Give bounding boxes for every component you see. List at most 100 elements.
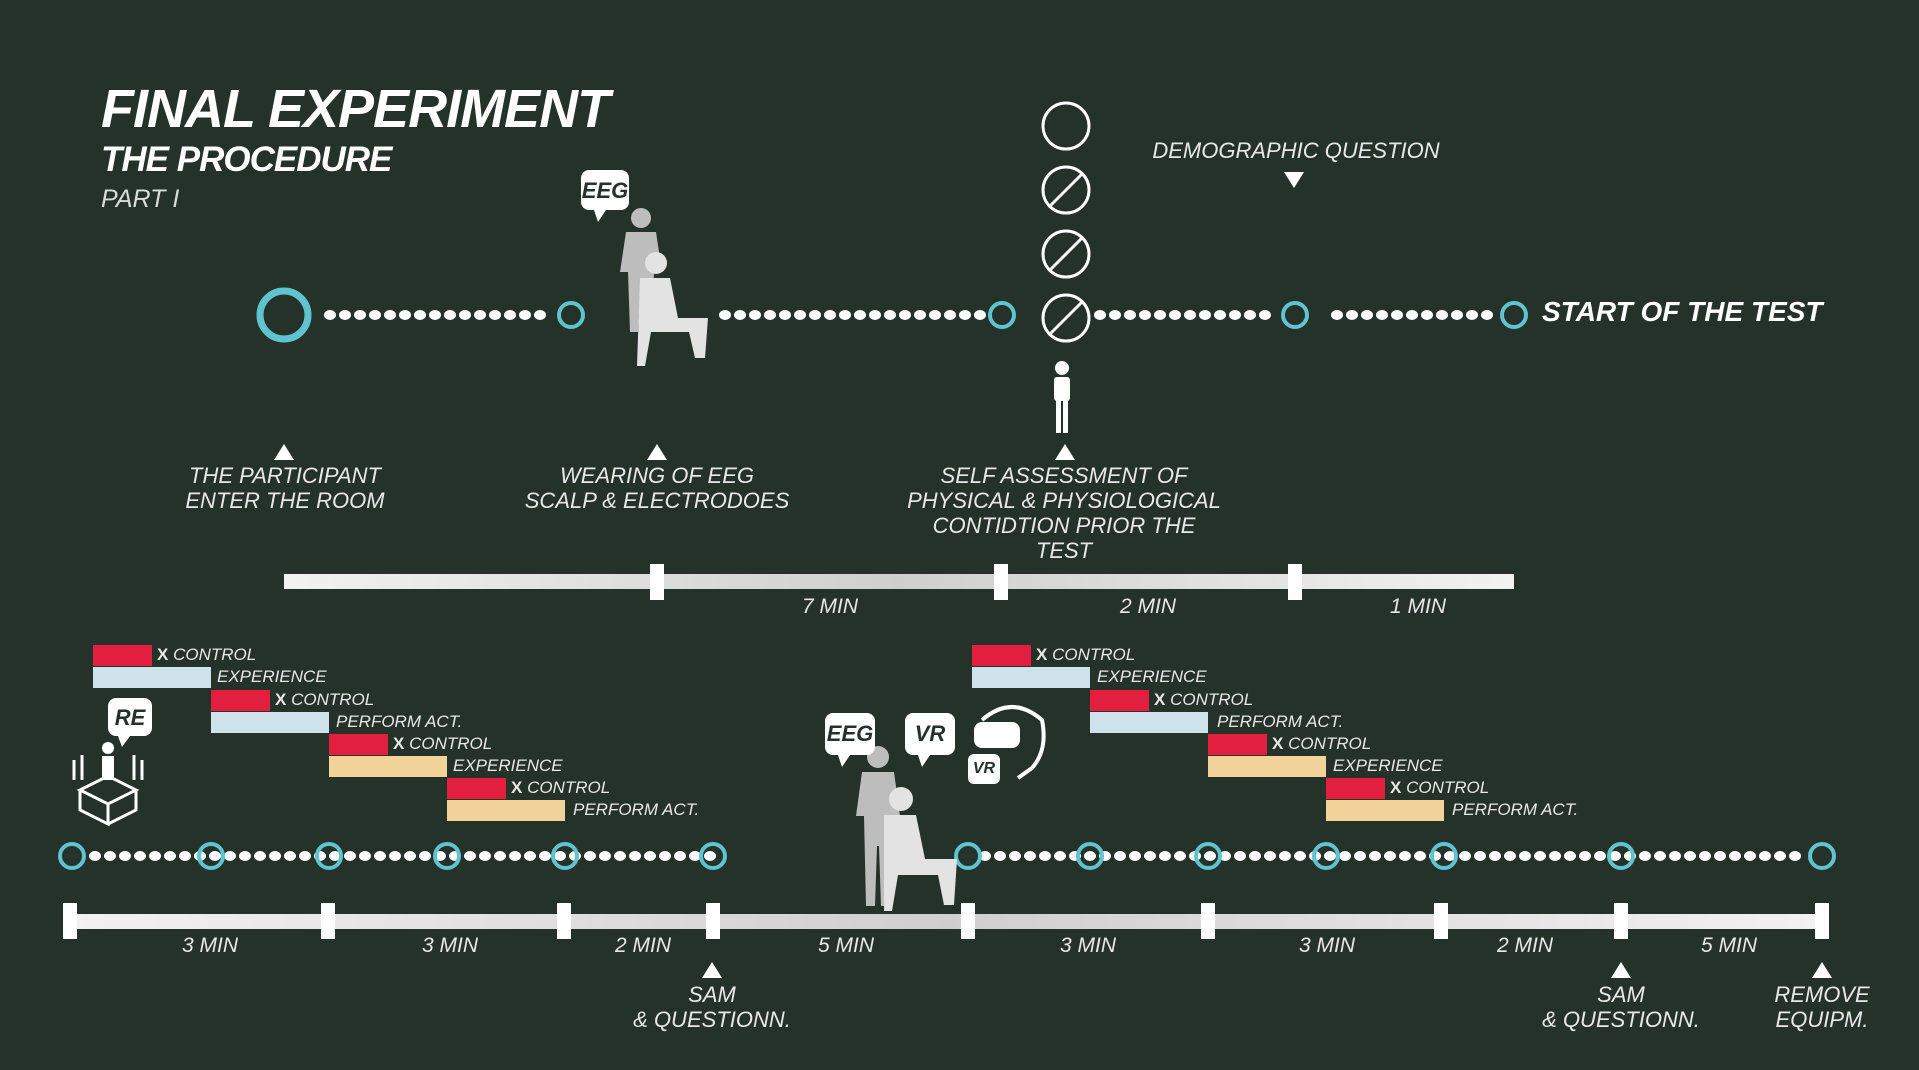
dot xyxy=(1466,310,1478,320)
dot xyxy=(1436,310,1448,320)
dot xyxy=(854,310,866,320)
dot xyxy=(1481,310,1493,320)
dot xyxy=(1729,851,1741,861)
no-alcohol-icon xyxy=(1041,293,1091,343)
bottom-timeline-nodes xyxy=(58,842,1836,870)
bar-tick xyxy=(1201,903,1215,939)
dot xyxy=(794,310,806,320)
bottom-duration-label: 2 MIN xyxy=(614,934,672,957)
dot xyxy=(1144,851,1156,861)
timeline-node xyxy=(1808,842,1836,870)
bottom-duration-label: 5 MIN xyxy=(1700,934,1758,957)
dot xyxy=(1474,851,1486,861)
eeg-vr-setup-icon xyxy=(856,746,957,911)
dot xyxy=(414,310,426,320)
bottom-duration-bar xyxy=(63,903,1829,939)
self-assessment-icons xyxy=(1041,101,1091,343)
dot xyxy=(929,310,941,320)
dot xyxy=(509,851,521,861)
timeline-node xyxy=(557,301,585,329)
dot xyxy=(1744,851,1756,861)
dot xyxy=(1376,310,1388,320)
top-markers xyxy=(274,172,1304,460)
timeline-node xyxy=(699,842,727,870)
dot xyxy=(1169,310,1181,320)
dot xyxy=(524,851,536,861)
dot xyxy=(1714,851,1726,861)
dot xyxy=(979,851,991,861)
dot xyxy=(914,310,926,320)
top-duration-label: 1 MIN xyxy=(1389,595,1447,618)
dot xyxy=(374,851,386,861)
dot xyxy=(1204,851,1216,861)
timeline-node xyxy=(197,842,225,870)
dot xyxy=(1406,310,1418,320)
dot xyxy=(1399,851,1411,861)
bar-tick xyxy=(63,903,77,939)
dot xyxy=(1124,310,1136,320)
dot xyxy=(329,851,341,861)
dot xyxy=(1109,310,1121,320)
vr-bottom-badge-text: VR xyxy=(914,721,946,746)
eeg-badge-text: EEG xyxy=(581,178,629,203)
dot xyxy=(1414,851,1426,861)
dot xyxy=(1219,851,1231,861)
dot xyxy=(749,310,761,320)
bottom-markers xyxy=(702,962,1832,978)
vr-headset-text: VR xyxy=(972,760,996,777)
dot xyxy=(1009,851,1021,861)
dot xyxy=(1774,851,1786,861)
dot xyxy=(734,310,746,320)
condition-label: X CONTROL xyxy=(275,690,375,709)
dot xyxy=(149,851,161,861)
condition-label: PERFORM ACT. xyxy=(1217,712,1344,731)
dot xyxy=(384,310,396,320)
bar-tick xyxy=(557,903,571,939)
dot xyxy=(899,310,911,320)
dot xyxy=(1331,310,1343,320)
dot xyxy=(489,310,501,320)
dot xyxy=(644,851,656,861)
dot xyxy=(1421,310,1433,320)
re-badge-text: RE xyxy=(114,705,146,730)
dot xyxy=(89,851,101,861)
dot xyxy=(369,310,381,320)
dot xyxy=(404,851,416,861)
dot xyxy=(1054,851,1066,861)
timeline-node xyxy=(433,842,461,870)
top-duration-label: 2 MIN xyxy=(1119,595,1177,618)
dot xyxy=(269,851,281,861)
dot xyxy=(1459,851,1471,861)
dot xyxy=(584,851,596,861)
dot xyxy=(299,851,311,861)
dot xyxy=(1384,851,1396,861)
condition-label: X CONTROL xyxy=(1154,690,1254,709)
dot xyxy=(1654,851,1666,861)
dot xyxy=(1259,310,1271,320)
bar-tick xyxy=(706,903,720,939)
bar-tick xyxy=(1434,903,1448,939)
top-duration-label: 7 MIN xyxy=(801,595,859,618)
dot xyxy=(869,310,881,320)
dot xyxy=(1594,851,1606,861)
control-bar xyxy=(1208,734,1267,755)
condition-label: X CONTROL xyxy=(511,778,611,797)
dot xyxy=(1789,851,1801,861)
condition-bars-right xyxy=(972,645,1444,821)
dot xyxy=(689,851,701,861)
top-timeline-nodes xyxy=(256,287,1528,343)
dot xyxy=(134,851,146,861)
condition-label: X CONTROL xyxy=(1272,734,1372,753)
condition-label: PERFORM ACT. xyxy=(573,800,700,819)
control-bar xyxy=(972,645,1031,666)
timeline-node xyxy=(1500,301,1528,329)
top-dotted-line xyxy=(324,310,1493,320)
dot xyxy=(839,310,851,320)
dot xyxy=(239,851,251,861)
dot xyxy=(104,851,116,861)
dot xyxy=(1324,851,1336,861)
dot xyxy=(284,851,296,861)
step-self-assessment: SELF ASSESSMENT OF PHYSICAL & PHYSIOLOGIC… xyxy=(907,463,1221,563)
dot xyxy=(1519,851,1531,861)
